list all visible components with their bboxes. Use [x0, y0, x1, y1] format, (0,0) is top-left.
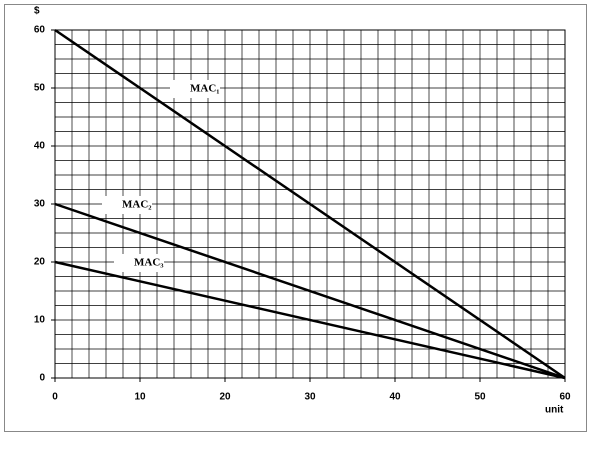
series-line: [54, 260, 566, 380]
x-tick-label: 30: [304, 392, 316, 403]
series-label-bg: [170, 80, 220, 98]
x-tick-label: 50: [474, 392, 486, 403]
y-tick-label: 60: [34, 25, 46, 36]
y-tick-label: 30: [34, 199, 46, 210]
x-axis-label: unit: [545, 405, 564, 416]
x-tick-label: 20: [219, 392, 231, 403]
y-tick-label: 40: [34, 141, 46, 152]
series-line: [54, 202, 566, 380]
series-label: MAC₃: [134, 257, 164, 269]
y-tick-label: 0: [39, 373, 45, 384]
x-tick-label: 60: [559, 392, 571, 403]
y-axis-label: $: [34, 6, 40, 17]
series-label: MAC₂: [122, 199, 152, 211]
y-tick-label: 20: [34, 257, 46, 268]
x-tick-label: 0: [52, 392, 58, 403]
y-tick-label: 50: [34, 83, 46, 94]
y-tick-label: 10: [34, 315, 46, 326]
x-tick-label: 10: [134, 392, 146, 403]
series-line: [54, 28, 566, 380]
series-label: MAC₁: [190, 83, 220, 95]
series-label-bg: [114, 254, 164, 272]
x-tick-label: 40: [389, 392, 401, 403]
series-label-bg: [102, 196, 152, 214]
chart-frame: [4, 4, 587, 432]
